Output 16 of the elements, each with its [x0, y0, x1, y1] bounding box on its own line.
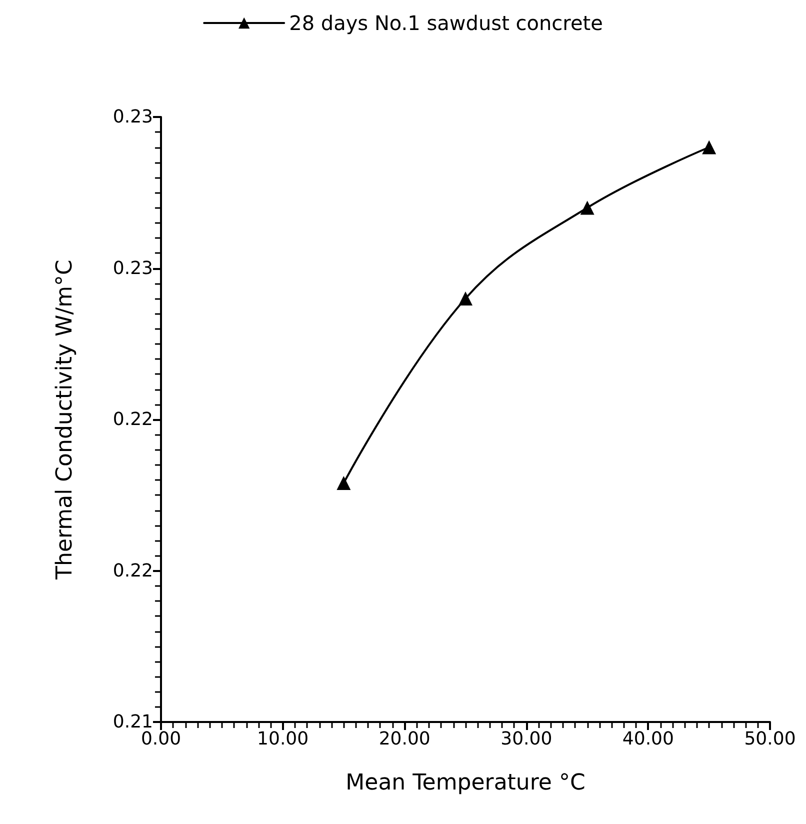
x-tick-label: 40.00 — [622, 728, 674, 750]
point — [458, 292, 472, 306]
point — [580, 200, 594, 215]
y-tick-label: 0.23 — [112, 106, 153, 128]
y-tick-label: 0.22 — [112, 560, 153, 582]
x-axis-title: Mean Temperature °C — [346, 770, 586, 796]
point — [702, 140, 716, 154]
x-tick-label: 10.00 — [257, 728, 309, 750]
legend-label: 28 days No.1 sawdust concrete — [289, 11, 603, 35]
x-tick-label: 50.00 — [744, 728, 796, 750]
point — [336, 476, 351, 490]
y-tick-label: 0.23 — [112, 258, 153, 279]
x-tick-label: 30.00 — [500, 728, 552, 750]
y-axis-title: Thermal Conductivity W/m°C — [52, 260, 78, 580]
x-tick-label: 20.00 — [378, 728, 430, 750]
y-tick-label: 0.22 — [112, 409, 153, 430]
